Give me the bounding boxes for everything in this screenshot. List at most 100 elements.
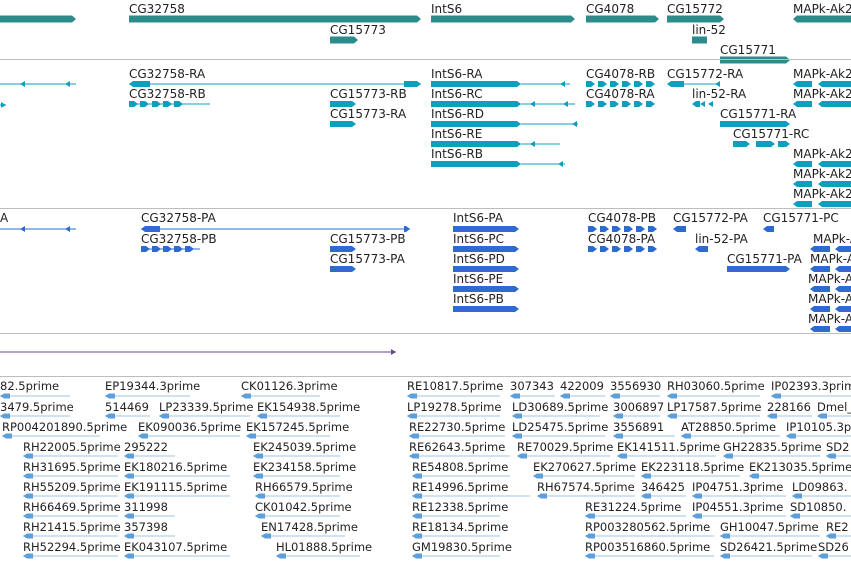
protein-label[interactable]: IntS6-PB bbox=[453, 292, 504, 306]
feature-glyph[interactable] bbox=[138, 433, 148, 439]
feature-glyph[interactable] bbox=[23, 513, 33, 519]
strand-arrow[interactable] bbox=[20, 226, 25, 232]
gene-label-cg32758[interactable]: CG32758 bbox=[129, 2, 185, 16]
est-label[interactable]: RE70029.5prime bbox=[517, 440, 614, 454]
feature-glyph[interactable] bbox=[512, 433, 522, 439]
feature-glyph[interactable] bbox=[767, 413, 777, 419]
feature-glyph[interactable] bbox=[817, 413, 827, 419]
feature-glyph[interactable] bbox=[793, 101, 812, 107]
strand-arrow[interactable] bbox=[65, 226, 70, 232]
feature-glyph[interactable] bbox=[727, 266, 790, 272]
feature-glyph[interactable] bbox=[0, 15, 76, 23]
est-label[interactable]: EK213035.5prime bbox=[749, 460, 851, 474]
est-label[interactable]: RE14996.5prime bbox=[412, 480, 509, 494]
feature-glyph[interactable] bbox=[23, 493, 33, 499]
transcript-label[interactable]: IntS6-RB bbox=[431, 147, 484, 161]
est-label[interactable]: LD09863. bbox=[792, 480, 848, 494]
protein-label[interactable]: lin-52-PA bbox=[695, 232, 748, 246]
strand-arrow[interactable] bbox=[700, 101, 705, 107]
feature-glyph[interactable] bbox=[255, 493, 265, 499]
est-label[interactable]: RH22005.5prime bbox=[23, 440, 121, 454]
est-label[interactable]: EK157245.5prime bbox=[246, 420, 350, 434]
feature-glyph[interactable] bbox=[826, 533, 836, 539]
feature-glyph[interactable] bbox=[818, 181, 851, 187]
est-label[interactable]: RE62643.5prime bbox=[409, 440, 506, 454]
est-label[interactable]: EK245039.5prime bbox=[253, 440, 357, 454]
est-label[interactable]: IP04551.3prime bbox=[692, 500, 784, 514]
protein-label[interactable]: CG15771-PC bbox=[763, 211, 839, 225]
feature-glyph[interactable] bbox=[404, 226, 410, 232]
strand-arrow[interactable] bbox=[563, 101, 568, 107]
est-label[interactable]: RE31224.5prime bbox=[585, 500, 682, 514]
feature-glyph[interactable] bbox=[749, 473, 759, 479]
est-label[interactable]: EK043107.5prime bbox=[124, 540, 228, 554]
protein-label[interactable]: A bbox=[0, 211, 9, 225]
feature-glyph[interactable] bbox=[667, 393, 677, 399]
feature-glyph[interactable] bbox=[412, 533, 422, 539]
transcript-label[interactable]: CG4078-RA bbox=[586, 87, 655, 101]
est-label[interactable]: CK01126.3prime bbox=[241, 379, 338, 393]
est-label[interactable]: RE10817.5prime bbox=[407, 379, 504, 393]
protein-label[interactable]: CG32758-PA bbox=[141, 211, 216, 225]
feature-glyph[interactable] bbox=[409, 433, 419, 439]
feature-glyph[interactable] bbox=[835, 286, 851, 292]
est-label[interactable]: RP003280562.5prime bbox=[585, 520, 711, 534]
feature-glyph[interactable] bbox=[598, 101, 607, 107]
est-label[interactable]: LD30689.5prime bbox=[512, 400, 609, 414]
feature-glyph[interactable] bbox=[586, 101, 595, 107]
transcript-label[interactable]: CG32758-RB bbox=[129, 87, 206, 101]
transcript-label[interactable]: IntS6-RA bbox=[431, 67, 483, 81]
feature-glyph[interactable] bbox=[431, 121, 521, 127]
est-label[interactable]: EP19344.3prime bbox=[105, 379, 201, 393]
feature-glyph[interactable] bbox=[835, 246, 851, 252]
transcript-label[interactable]: CG32758-RA bbox=[129, 67, 206, 81]
feature-glyph[interactable] bbox=[537, 493, 547, 499]
est-label[interactable]: EK180216.5prime bbox=[124, 460, 228, 474]
est-label[interactable]: 3556930 bbox=[610, 379, 662, 393]
feature-glyph[interactable] bbox=[253, 473, 263, 479]
feature-glyph[interactable] bbox=[793, 81, 812, 87]
feature-glyph[interactable] bbox=[810, 306, 830, 312]
feature-glyph[interactable] bbox=[786, 433, 796, 439]
feature-glyph[interactable] bbox=[667, 413, 677, 419]
feature-glyph[interactable] bbox=[793, 161, 812, 167]
feature-glyph[interactable] bbox=[733, 141, 750, 147]
est-label[interactable]: HL01888.5prime bbox=[276, 540, 373, 554]
feature-glyph[interactable] bbox=[453, 246, 519, 252]
protein-label[interactable]: MAPk-A bbox=[808, 272, 851, 286]
est-label[interactable]: RH03060.5prime bbox=[667, 379, 765, 393]
feature-glyph[interactable] bbox=[810, 266, 830, 272]
feature-glyph[interactable] bbox=[641, 473, 651, 479]
est-label[interactable]: AT28850.5prime bbox=[681, 420, 777, 434]
gene-label-mapk-ak2[interactable]: MAPk-Ak2 bbox=[793, 2, 851, 16]
feature-glyph[interactable] bbox=[253, 453, 263, 459]
feature-glyph[interactable] bbox=[431, 81, 521, 87]
transcript-label[interactable]: CG4078-RB bbox=[586, 67, 656, 81]
transcript-label[interactable]: CG15771-RC bbox=[733, 127, 810, 141]
est-label[interactable]: 3479.5prime bbox=[0, 400, 74, 414]
feature-glyph[interactable] bbox=[533, 473, 543, 479]
feature-glyph[interactable] bbox=[185, 246, 194, 252]
est-label[interactable]: GM19830.5prime bbox=[412, 540, 512, 554]
est-label[interactable]: RE12338.5prime bbox=[412, 500, 509, 514]
feature-glyph[interactable] bbox=[431, 101, 521, 107]
feature-glyph[interactable] bbox=[622, 81, 631, 87]
feature-glyph[interactable] bbox=[453, 266, 519, 272]
feature-glyph[interactable] bbox=[330, 121, 356, 127]
feature-glyph[interactable] bbox=[778, 141, 790, 147]
transcript-label[interactable]: MAPk-Ak2 bbox=[793, 167, 851, 181]
transcript-label[interactable]: CG15771-RA bbox=[720, 107, 797, 121]
est-label[interactable]: 3006897 bbox=[613, 400, 665, 414]
est-label[interactable]: 295222 bbox=[124, 440, 168, 454]
feature-glyph[interactable] bbox=[174, 246, 183, 252]
feature-glyph[interactable] bbox=[407, 393, 417, 399]
feature-glyph[interactable] bbox=[720, 553, 730, 559]
est-label[interactable]: SD26 bbox=[818, 540, 849, 554]
est-label[interactable]: EK223118.5prime bbox=[641, 460, 745, 474]
feature-glyph[interactable] bbox=[129, 101, 138, 107]
feature-glyph[interactable] bbox=[124, 513, 134, 519]
feature-glyph[interactable] bbox=[667, 81, 684, 87]
feature-glyph[interactable] bbox=[835, 266, 851, 272]
feature-glyph[interactable] bbox=[720, 533, 730, 539]
transcript-label[interactable]: IntS6-RE bbox=[431, 127, 483, 141]
